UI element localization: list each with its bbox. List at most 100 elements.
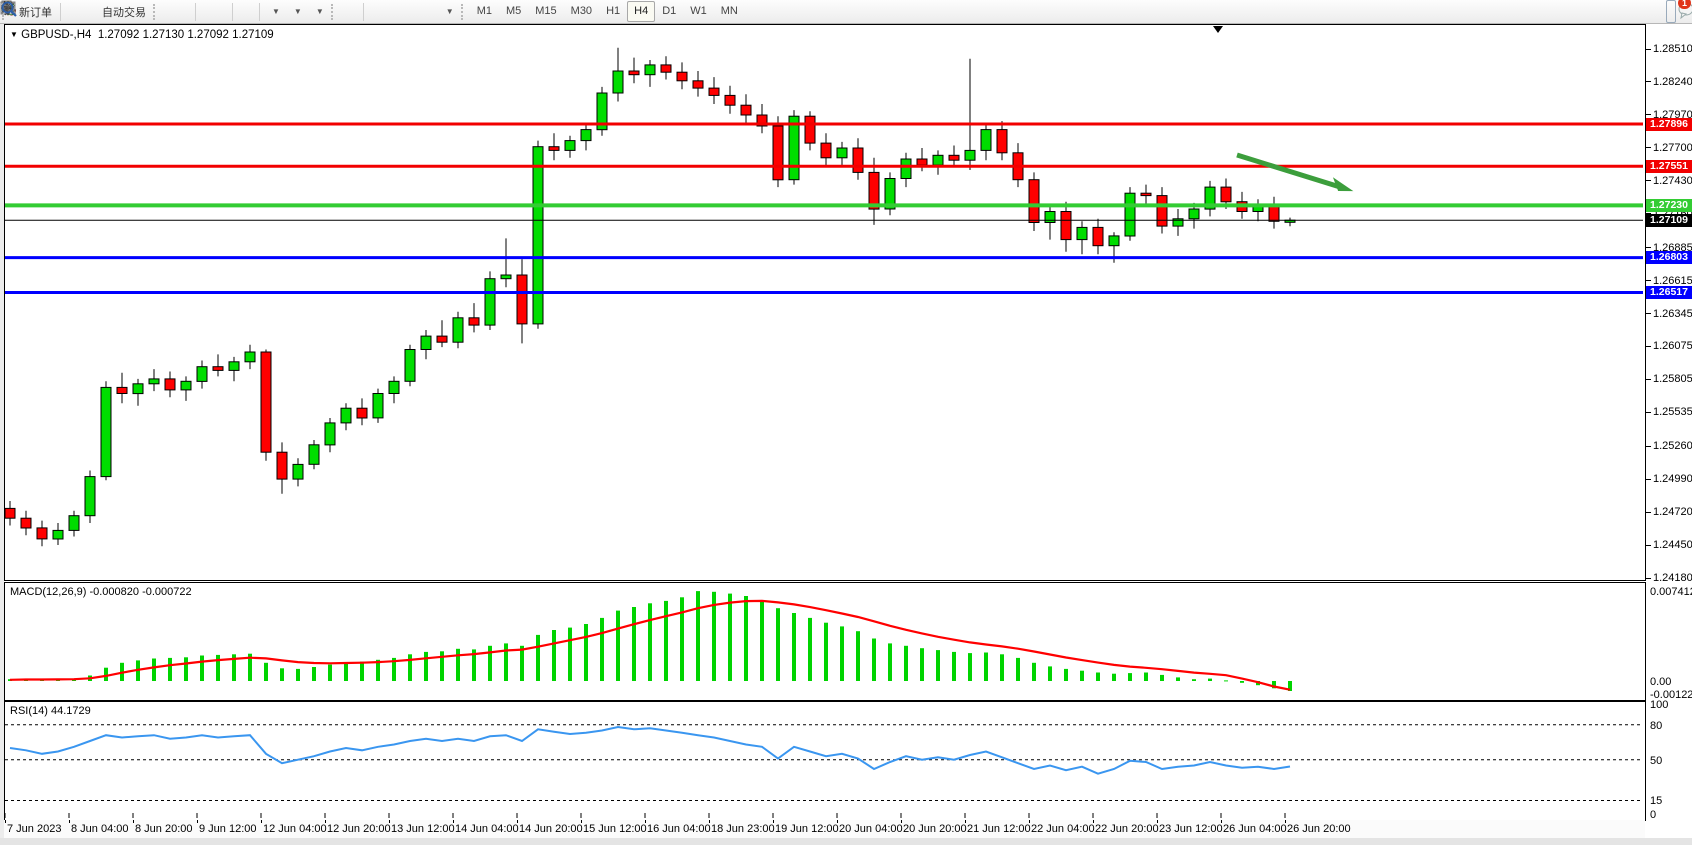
time-tick-label: 23 Jun 12:00 bbox=[1159, 823, 1223, 835]
price-tick-mark bbox=[1646, 411, 1651, 413]
window-left-edge bbox=[0, 24, 4, 845]
dropdown-arrow-icon: ▼ bbox=[315, 7, 324, 16]
time-tick-mark bbox=[69, 820, 70, 823]
timeframe-M30[interactable]: M30 bbox=[570, 5, 593, 17]
notification-badge: 1 bbox=[1677, 0, 1691, 9]
rsi-chart bbox=[5, 724, 1643, 818]
timeframe-D1[interactable]: D1 bbox=[662, 5, 677, 17]
time-tick-label: 22 Jun 04:00 bbox=[1031, 823, 1095, 835]
horizontal-line-button[interactable] bbox=[2, 0, 387, 23]
price-tick-label: 1.28510 bbox=[1653, 43, 1692, 55]
rsi-axis-label: 0 bbox=[1650, 809, 1657, 821]
time-tick-label: 26 Jun 04:00 bbox=[1223, 823, 1287, 835]
price-tick-mark bbox=[1646, 147, 1651, 149]
metaquotes-button[interactable] bbox=[1, 0, 74, 23]
price-tick-mark bbox=[1646, 313, 1651, 314]
zoom-out-button[interactable] bbox=[1, 0, 219, 23]
time-tick-label: 7 Jun 2023 bbox=[7, 823, 62, 835]
price-tick-mark bbox=[1646, 280, 1651, 282]
dropdown-arrow-icon: ▼ bbox=[445, 7, 454, 16]
cursor-button[interactable] bbox=[4, 0, 350, 23]
auto-trading-button[interactable]: 自动交易 bbox=[0, 0, 151, 23]
separator bbox=[60, 2, 61, 21]
timeframe-H4[interactable]: H4 bbox=[627, 1, 656, 22]
time-tick-mark bbox=[901, 820, 902, 823]
timeframe-M1[interactable]: M1 bbox=[476, 5, 492, 17]
time-tick-mark bbox=[453, 820, 454, 823]
time-tick-mark bbox=[645, 820, 646, 823]
price-tick-mark bbox=[1646, 511, 1651, 513]
chart-title[interactable]: ▼ GBPUSD-,H4 1.27092 1.27130 1.27092 1.2… bbox=[10, 29, 274, 41]
timeframe-MN[interactable]: MN bbox=[720, 5, 738, 17]
equidistant-channel-button[interactable]: E bbox=[1, 0, 407, 23]
arrows-button[interactable]: ▼ bbox=[1, 0, 459, 23]
price-badge-resistance-2: 1.27551 bbox=[1646, 159, 1692, 173]
zoom-in-button[interactable] bbox=[1, 0, 209, 23]
line-chart-button[interactable] bbox=[0, 0, 192, 23]
new-order-label: 新订单 bbox=[19, 6, 52, 19]
chart-shift-button[interactable] bbox=[2, 0, 256, 23]
time-tick-mark bbox=[581, 820, 582, 823]
time-tick-label: 22 Jun 20:00 bbox=[1095, 823, 1159, 835]
rsi-axis-label: 50 bbox=[1650, 754, 1663, 767]
price-tick-mark bbox=[1646, 544, 1651, 546]
auto-scroll-button[interactable] bbox=[2, 0, 246, 23]
price-tick-label: 1.24990 bbox=[1653, 473, 1692, 486]
community-button[interactable] bbox=[0, 0, 84, 23]
price-tick-mark bbox=[1646, 48, 1651, 50]
price-tick-label: 1.26885 bbox=[1653, 241, 1692, 254]
timeframe-H1[interactable]: H1 bbox=[606, 5, 621, 17]
time-tick-label: 20 Jun 20:00 bbox=[903, 823, 967, 835]
time-tick-label: 26 Jun 20:00 bbox=[1287, 823, 1351, 835]
candlestick-chart[interactable] bbox=[5, 25, 1643, 578]
templates-button[interactable]: ▼ bbox=[0, 0, 329, 23]
price-tick-mark bbox=[1646, 378, 1651, 380]
svg-text:A: A bbox=[3, 3, 11, 15]
separator bbox=[259, 2, 260, 21]
price-tick-mark bbox=[1646, 577, 1651, 579]
price-axis[interactable]: 1.285101.282401.279701.277001.274301.271… bbox=[1646, 24, 1692, 821]
indicators-button[interactable]: ▼ bbox=[0, 0, 285, 23]
time-tick-mark bbox=[517, 820, 518, 823]
timeframe-M15[interactable]: M15 bbox=[535, 5, 557, 17]
fibonacci-button[interactable]: F bbox=[2, 0, 417, 23]
tile-windows-button[interactable] bbox=[0, 0, 229, 23]
macd-panel[interactable] bbox=[4, 582, 1646, 701]
macd-axis-label: 0.00 bbox=[1650, 676, 1672, 688]
price-tick-label: 1.24720 bbox=[1653, 506, 1692, 519]
price-tick-label: 1.25805 bbox=[1653, 373, 1692, 386]
text-button[interactable]: A bbox=[3, 0, 427, 23]
rsi-indicator-label: RSI(14) 44.1729 bbox=[10, 705, 91, 717]
toolbar-grip bbox=[460, 3, 468, 20]
price-tick-label: 1.25535 bbox=[1653, 406, 1692, 419]
rsi-axis-label: 80 bbox=[1650, 719, 1663, 732]
price-tick-mark bbox=[1646, 180, 1651, 182]
ohlc-readout: 1.27092 1.27130 1.27092 1.27109 bbox=[97, 29, 274, 41]
main-chart-panel[interactable] bbox=[4, 24, 1646, 581]
periods-button[interactable]: ▼ bbox=[1, 0, 307, 23]
crosshair-button[interactable] bbox=[1, 0, 360, 23]
timeframe-M5[interactable]: M5 bbox=[505, 5, 522, 17]
separator bbox=[362, 2, 364, 21]
time-axis[interactable]: 7 Jun 2023 8 Jun 04:00 8 Jun 20:00 9 Jun 12… bbox=[4, 820, 1645, 838]
time-tick-mark bbox=[5, 820, 6, 823]
time-tick-mark bbox=[325, 820, 326, 823]
rsi-panel[interactable] bbox=[4, 701, 1646, 821]
signals-button[interactable] bbox=[1, 0, 94, 23]
search-button[interactable] bbox=[1, 0, 1676, 23]
trendline-button[interactable] bbox=[1, 0, 397, 23]
symbol-dropdown-icon[interactable]: ▼ bbox=[10, 30, 18, 39]
time-tick-label: 8 Jun 20:00 bbox=[135, 823, 193, 835]
time-tick-mark bbox=[197, 820, 198, 823]
notifications-button[interactable]: 1 bbox=[1676, 0, 1692, 23]
time-tick-mark bbox=[837, 820, 838, 823]
text-label-button[interactable]: T bbox=[1, 0, 437, 23]
timeframe-W1[interactable]: W1 bbox=[690, 5, 707, 17]
time-tick-label: 13 Jun 12:00 bbox=[391, 823, 455, 835]
chart-shift-marker-icon[interactable] bbox=[1213, 26, 1223, 33]
bar-chart-button[interactable] bbox=[2, 0, 172, 23]
price-tick-mark bbox=[1646, 478, 1651, 480]
candlestick-button[interactable] bbox=[2, 0, 182, 23]
vertical-line-button[interactable] bbox=[6, 0, 377, 23]
time-tick-mark bbox=[1093, 820, 1094, 823]
